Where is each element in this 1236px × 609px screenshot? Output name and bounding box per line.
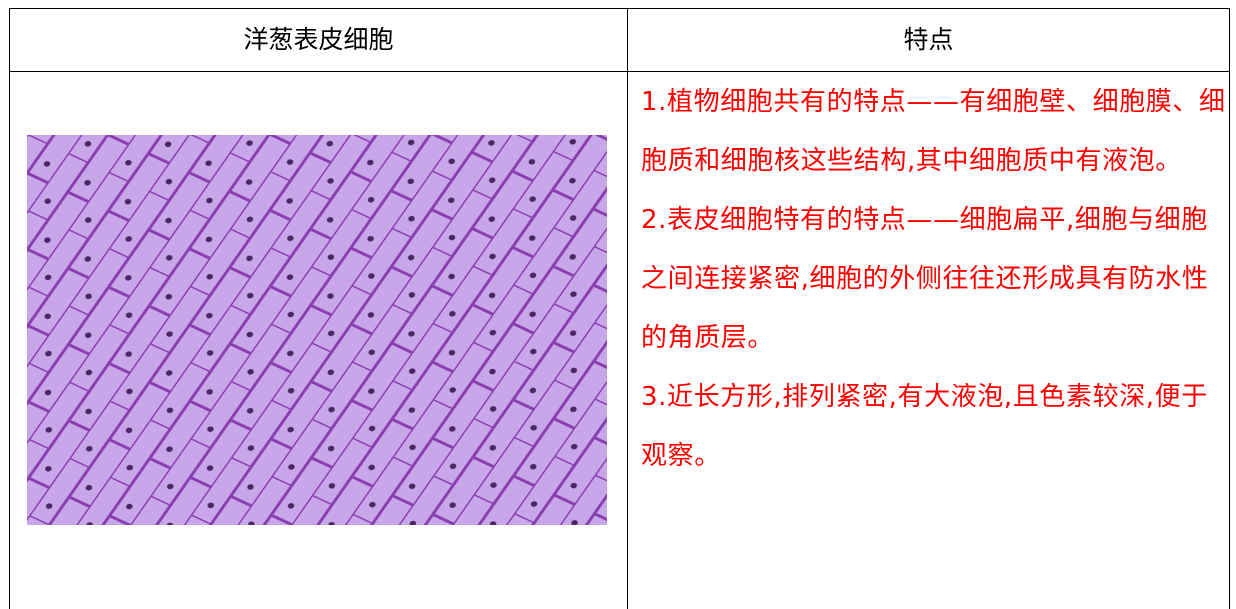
- row-border: [10, 71, 1229, 72]
- page: 洋葱表皮细胞 特点 1.植物细胞共有的特点——有细胞壁、细胞膜、细胞质和细胞核这…: [9, 8, 1230, 609]
- header-cell: 特点: [903, 25, 954, 54]
- feature-cell: 1.植物细胞共有的特点——有细胞壁、细胞膜、细胞质和细胞核这些结构,其中细胞质中…: [641, 73, 1231, 486]
- feature-text: 1.植物细胞共有的特点——有细胞壁、细胞膜、细胞质和细胞核这些结构,其中细胞质中…: [641, 87, 1226, 176]
- header-cell: 洋葱表皮细胞: [243, 25, 394, 54]
- cell-texture: [27, 135, 607, 525]
- feature-text: 2.表皮细胞特有的特点——细胞扁平,细胞与细胞之间连接紧密,细胞的外侧往往还形成…: [641, 205, 1209, 353]
- onion-cell-image: [27, 135, 607, 525]
- column-border: [627, 9, 628, 609]
- table: 洋葱表皮细胞 特点 1.植物细胞共有的特点——有细胞壁、细胞膜、细胞质和细胞核这…: [9, 8, 1230, 609]
- feature-text: 3.近长方形,排列紧密,有大液泡,且色素较深,便于观察。: [641, 382, 1208, 471]
